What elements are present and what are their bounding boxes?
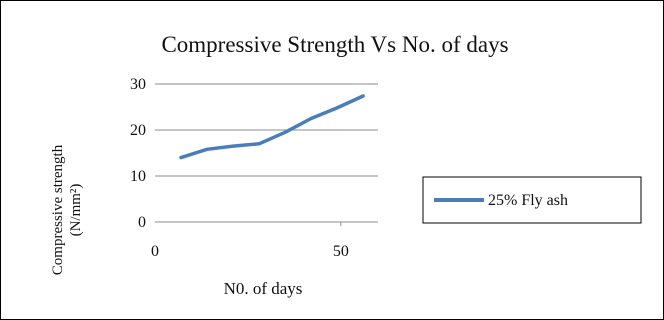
y-axis-label-line1: Compressive strength	[50, 144, 66, 275]
series-group	[179, 94, 365, 160]
y-tick-labels: 0 10 20 30	[130, 76, 146, 231]
x-tick-label: 50	[333, 243, 349, 260]
y-axis-label-line2: (N/mm²)	[68, 184, 84, 237]
chart-title: Compressive Strength Vs No. of days	[161, 32, 508, 57]
y-axis-label: Compressive strength (N/mm²)	[50, 144, 84, 275]
series-line-0	[179, 94, 365, 160]
y-tick-label: 30	[130, 76, 146, 93]
y-tick-label: 10	[130, 168, 146, 185]
y-tick-label: 0	[138, 214, 146, 231]
y-tick-label: 20	[130, 122, 146, 139]
legend-label: 25% Fly ash	[488, 192, 568, 209]
x-tick-labels: 0 50	[151, 222, 349, 260]
x-tick-label: 0	[151, 243, 159, 260]
x-axis-label: N0. of days	[224, 279, 303, 298]
legend-box	[422, 176, 642, 224]
